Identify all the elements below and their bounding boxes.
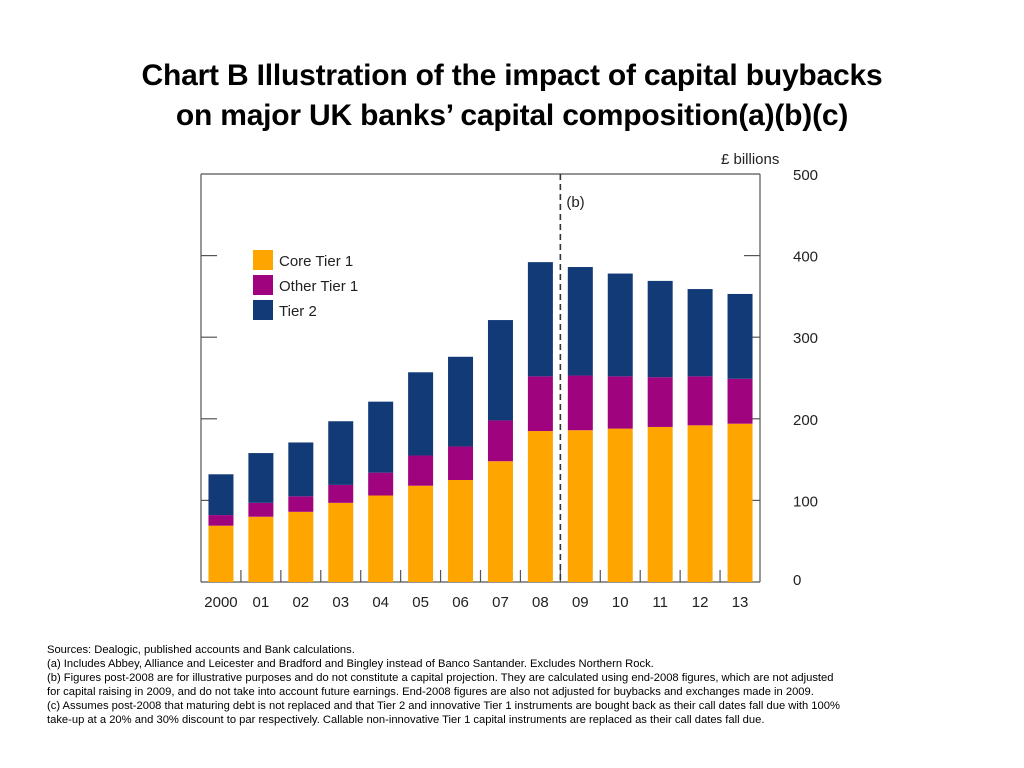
legend-swatch-other-tier-1 — [253, 275, 273, 295]
x-tick-label-13: 13 — [732, 594, 749, 611]
bar-other-tier-1-04 — [368, 472, 394, 496]
bar-other-tier-1-01 — [248, 502, 274, 517]
x-tick-label-06: 06 — [452, 594, 469, 611]
bar-core-tier-1-08 — [527, 431, 553, 582]
bar-core-tier-1-02 — [288, 511, 314, 582]
y-tick-label-300: 300 — [793, 330, 818, 347]
bar-core-tier-1-07 — [487, 461, 513, 582]
bar-other-tier-1-10 — [607, 376, 633, 429]
legend-label-core-tier-1: Core Tier 1 — [279, 253, 353, 270]
bar-tier-2-02 — [288, 442, 314, 497]
bar-tier-2-07 — [487, 320, 513, 421]
legend-label-other-tier-1: Other Tier 1 — [279, 278, 358, 295]
bar-core-tier-1-01 — [248, 516, 274, 582]
bar-tier-2-11 — [647, 280, 673, 378]
bar-tier-2-12 — [687, 289, 713, 377]
x-tick-label-07: 07 — [492, 594, 509, 611]
bar-core-tier-1-2000 — [208, 525, 234, 582]
legend-swatch-tier-2 — [253, 300, 273, 320]
bar-core-tier-1-06 — [448, 480, 474, 582]
x-tick-label-08: 08 — [532, 594, 549, 611]
y-tick-label-200: 200 — [793, 412, 818, 429]
bar-core-tier-1-10 — [607, 428, 633, 582]
bar-other-tier-1-06 — [448, 446, 474, 480]
bar-core-tier-1-04 — [368, 495, 394, 582]
chart-title-line-1: Chart B Illustration of the impact of ca… — [141, 59, 883, 92]
x-tick-label-2000: 2000 — [204, 594, 237, 611]
y-axis-unit-label: £ billions — [721, 151, 779, 168]
marker-label: (b) — [566, 194, 584, 211]
note-sources: Sources: Dealogic, published accounts an… — [47, 644, 355, 656]
bar-other-tier-1-05 — [408, 455, 434, 486]
bar-tier-2-2000 — [208, 474, 234, 516]
note-b-line-2: for capital raising in 2009, and do not … — [47, 686, 814, 699]
y-tick-label-400: 400 — [793, 249, 818, 266]
note-a: (a) Includes Abbey, Alliance and Leicest… — [47, 658, 654, 671]
legend-label-tier-2: Tier 2 — [279, 303, 317, 320]
note-b-line-1: (b) Figures post-2008 are for illustrati… — [47, 672, 834, 685]
bar-core-tier-1-12 — [687, 425, 713, 582]
x-tick-label-05: 05 — [412, 594, 429, 611]
bar-tier-2-04 — [368, 401, 394, 473]
bar-tier-2-03 — [328, 421, 354, 485]
bar-other-tier-1-11 — [647, 377, 673, 427]
bar-tier-2-05 — [408, 372, 434, 456]
bar-core-tier-1-11 — [647, 426, 673, 582]
legend-swatch-core-tier-1 — [253, 250, 273, 270]
x-tick-label-10: 10 — [612, 594, 629, 611]
bar-tier-2-06 — [448, 356, 474, 447]
chart-title: Chart B Illustration of the impact of ca… — [0, 56, 1024, 136]
chart-title-line-2: on major UK banks’ capital composition(a… — [175, 99, 849, 132]
bar-tier-2-09 — [567, 267, 593, 376]
x-tick-label-04: 04 — [372, 594, 389, 611]
bar-core-tier-1-03 — [328, 502, 354, 582]
bar-tier-2-08 — [527, 262, 553, 377]
bar-other-tier-1-07 — [487, 420, 513, 462]
bar-other-tier-1-03 — [328, 484, 354, 503]
x-tick-label-12: 12 — [692, 594, 709, 611]
y-tick-label-500: 500 — [793, 167, 818, 184]
bar-tier-2-10 — [607, 273, 633, 377]
x-tick-label-02: 02 — [292, 594, 309, 611]
note-c-line-2: take-up at a 20% and 30% discount to par… — [47, 714, 765, 727]
bar-core-tier-1-13 — [727, 423, 753, 582]
bar-other-tier-1-08 — [527, 376, 553, 432]
y-tick-label-100: 100 — [793, 493, 818, 510]
bar-other-tier-1-12 — [687, 376, 713, 426]
bar-other-tier-1-02 — [288, 496, 314, 512]
bar-tier-2-01 — [248, 453, 274, 503]
bar-core-tier-1-09 — [567, 430, 593, 582]
x-tick-label-03: 03 — [332, 594, 349, 611]
x-tick-label-11: 11 — [652, 594, 668, 611]
note-c-line-1: (c) Assumes post-2008 that maturing debt… — [47, 700, 840, 713]
x-tick-label-01: 01 — [253, 594, 270, 611]
stacked-bar-chart: 0 100 200 300 400 500 £ billions 2000 01 02 03 04 05… — [200, 151, 818, 611]
bar-tier-2-13 — [727, 293, 753, 379]
x-tick-label-09: 09 — [572, 594, 589, 611]
bar-other-tier-1-13 — [727, 378, 753, 424]
y-tick-label-0: 0 — [793, 572, 801, 589]
chart-notes: Sources: Dealogic, published accounts an… — [47, 643, 987, 728]
bar-other-tier-1-2000 — [208, 515, 234, 526]
bar-other-tier-1-09 — [567, 375, 593, 431]
bar-core-tier-1-05 — [408, 485, 434, 582]
